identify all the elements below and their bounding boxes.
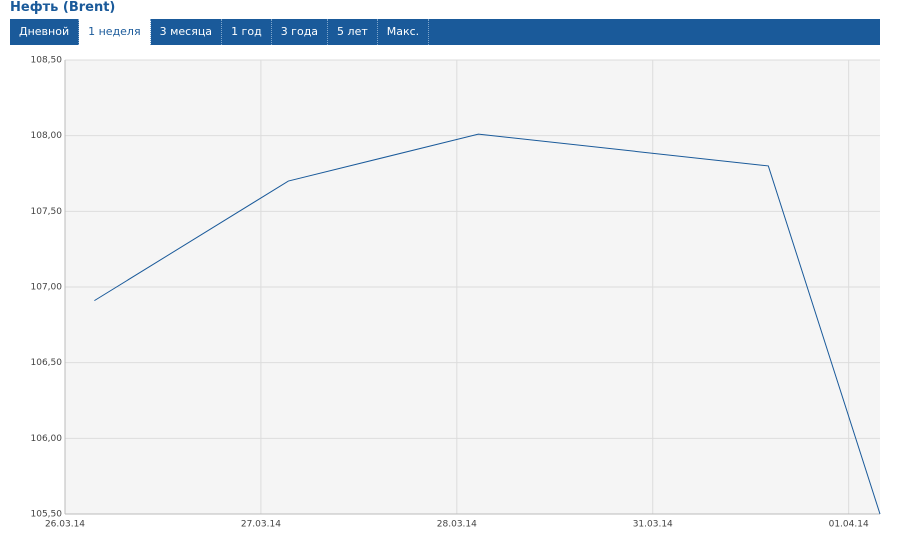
- y-tick-label: 105,50: [31, 510, 63, 520]
- tab[interactable]: 5 лет: [328, 19, 378, 45]
- tab[interactable]: 1 неделя: [79, 19, 151, 45]
- x-tick-label: 01.04.14: [829, 520, 869, 530]
- y-tick-label: 107,00: [31, 283, 63, 293]
- y-tick-label: 107,50: [31, 207, 63, 217]
- x-tick-label: 27.03.14: [241, 520, 281, 530]
- chart-title: Нефть (Brent): [10, 0, 116, 15]
- tab[interactable]: Дневной: [10, 19, 80, 45]
- line: [94, 133, 881, 515]
- x-tick-label: 28.03.14: [437, 520, 477, 530]
- y-tick-label: 106,00: [31, 434, 63, 444]
- x-tick-label: 26.03.14: [45, 520, 85, 530]
- tab[interactable]: Макс.: [378, 19, 430, 45]
- x-tick-label: 31.03.14: [633, 520, 673, 530]
- y-tick-label: 108,50: [31, 56, 63, 66]
- tab[interactable]: 3 года: [272, 19, 329, 45]
- y-tick-label: 108,00: [31, 131, 63, 141]
- tab[interactable]: 3 месяца: [151, 19, 223, 45]
- y-tick-label: 106,50: [31, 358, 63, 368]
- tab[interactable]: 1 год: [222, 19, 272, 45]
- tab-bar: Дневной 1 неделя 3 месяца 1 год 3 года 5 лет М…: [10, 19, 880, 45]
